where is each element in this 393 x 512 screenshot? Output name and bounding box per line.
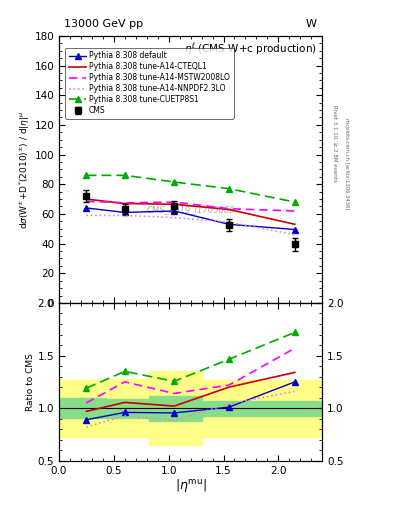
Pythia 8.308 tune-A14-CTEQL1 — [172, 201, 176, 207]
Line: Pythia 8.308 tune-CUETP8S1: Pythia 8.308 tune-CUETP8S1 — [84, 173, 298, 205]
Y-axis label: d$\sigma$(W$^{\pm}$+D$^{*}$(2010)$^{\pm}$) / d|$\eta$|$^{\mu}$: d$\sigma$(W$^{\pm}$+D$^{*}$(2010)$^{\pm}… — [17, 110, 31, 229]
Text: mcplots.cern.ch [arXiv:1306.3436]: mcplots.cern.ch [arXiv:1306.3436] — [344, 118, 349, 209]
Pythia 8.308 tune-A14-CTEQL1 — [227, 206, 231, 212]
Text: 13000 GeV pp: 13000 GeV pp — [64, 19, 143, 29]
Text: CMS_2019_I1705068: CMS_2019_I1705068 — [146, 205, 235, 214]
Pythia 8.308 tune-A14-MSTW2008LO — [172, 199, 176, 205]
Pythia 8.308 tune-A14-CTEQL1 — [292, 221, 297, 227]
Text: $\eta^\ell$ (CMS W+c production): $\eta^\ell$ (CMS W+c production) — [184, 41, 317, 57]
Pythia 8.308 tune-CUETP8S1 — [292, 199, 297, 205]
Pythia 8.308 tune-A14-NNPDF2.3LO — [84, 212, 89, 219]
Line: Pythia 8.308 tune-A14-NNPDF2.3LO: Pythia 8.308 tune-A14-NNPDF2.3LO — [86, 216, 295, 234]
Pythia 8.308 tune-A14-NNPDF2.3LO — [172, 215, 176, 221]
Pythia 8.308 tune-A14-CTEQL1 — [84, 196, 89, 202]
Pythia 8.308 tune-A14-MSTW2008LO — [292, 208, 297, 214]
X-axis label: $|\eta^{\mathrm{mu}}|$: $|\eta^{\mathrm{mu}}|$ — [175, 477, 206, 494]
Pythia 8.308 default — [292, 226, 297, 232]
Pythia 8.308 tune-A14-NNPDF2.3LO — [123, 212, 127, 219]
Pythia 8.308 tune-CUETP8S1 — [123, 172, 127, 178]
Pythia 8.308 tune-CUETP8S1 — [227, 186, 231, 192]
Pythia 8.308 default — [227, 221, 231, 227]
Y-axis label: Ratio to CMS: Ratio to CMS — [26, 353, 35, 411]
Legend: Pythia 8.308 default, Pythia 8.308 tune-A14-CTEQL1, Pythia 8.308 tune-A14-MSTW20: Pythia 8.308 default, Pythia 8.308 tune-… — [65, 48, 234, 119]
Pythia 8.308 tune-A14-MSTW2008LO — [123, 200, 127, 206]
Text: W: W — [306, 19, 317, 29]
Pythia 8.308 tune-CUETP8S1 — [172, 179, 176, 185]
Line: Pythia 8.308 tune-A14-CTEQL1: Pythia 8.308 tune-A14-CTEQL1 — [86, 199, 295, 224]
Pythia 8.308 tune-A14-CTEQL1 — [123, 201, 127, 207]
Line: Pythia 8.308 tune-A14-MSTW2008LO: Pythia 8.308 tune-A14-MSTW2008LO — [86, 201, 295, 211]
Line: Pythia 8.308 default: Pythia 8.308 default — [84, 205, 298, 232]
Pythia 8.308 tune-A14-NNPDF2.3LO — [292, 231, 297, 238]
Pythia 8.308 default — [172, 208, 176, 214]
Pythia 8.308 tune-A14-MSTW2008LO — [227, 206, 231, 212]
Text: Rivet 3.1.10, ≥ 2.8M events: Rivet 3.1.10, ≥ 2.8M events — [332, 105, 337, 182]
Pythia 8.308 default — [123, 209, 127, 216]
Pythia 8.308 default — [84, 205, 89, 211]
Pythia 8.308 tune-A14-MSTW2008LO — [84, 198, 89, 204]
Pythia 8.308 tune-CUETP8S1 — [84, 172, 89, 178]
Pythia 8.308 tune-A14-NNPDF2.3LO — [227, 219, 231, 225]
